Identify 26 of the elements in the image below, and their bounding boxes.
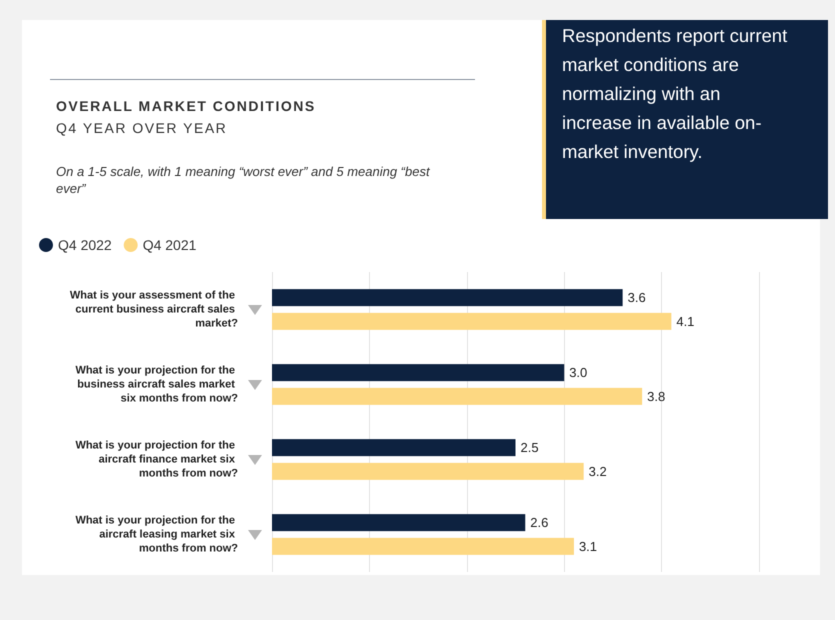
text: Q4 YEAR OVER YEAR xyxy=(56,120,228,136)
bar xyxy=(272,388,642,405)
y-tick-label: What is your projection for the business aircraft sales market six months from now? xyxy=(75,364,238,404)
y-tick-label: What is your projection for the aircraft leasing market six months from now? xyxy=(75,514,238,554)
data-label: 3.0 xyxy=(569,365,588,380)
bar xyxy=(272,364,564,382)
y-tick-label: What is your assessment of the current business aircraft sales market? xyxy=(70,290,238,330)
data-label: 3.8 xyxy=(647,388,666,404)
data-label: 3.1 xyxy=(578,538,598,554)
bar xyxy=(272,289,623,306)
data-label: 2.5 xyxy=(520,440,539,456)
legend-label: Q4 2022 xyxy=(58,237,112,253)
bar xyxy=(272,462,584,480)
bar xyxy=(272,514,526,532)
data-label: 4.1 xyxy=(676,314,694,329)
bar xyxy=(272,538,574,555)
bar xyxy=(272,439,516,456)
bar xyxy=(272,312,672,330)
text: On a 1-5 scale, with 1 meaning “worst ever” and 5 meaning “best ever” xyxy=(56,163,431,197)
data-label: 3.6 xyxy=(628,290,646,306)
y-tick-label: What is your projection for the aircraft finance market six months from now? xyxy=(75,440,238,480)
data-label: 2.6 xyxy=(530,515,548,530)
chart-title: OVERALL MARKET CONDITIONS xyxy=(56,98,316,114)
legend-label: Q4 2021 xyxy=(142,237,197,253)
data-label: 3.2 xyxy=(588,464,607,479)
text: Respondents report current market conditions are normalizing with an increase in available on-market inventory. xyxy=(542,20,828,219)
